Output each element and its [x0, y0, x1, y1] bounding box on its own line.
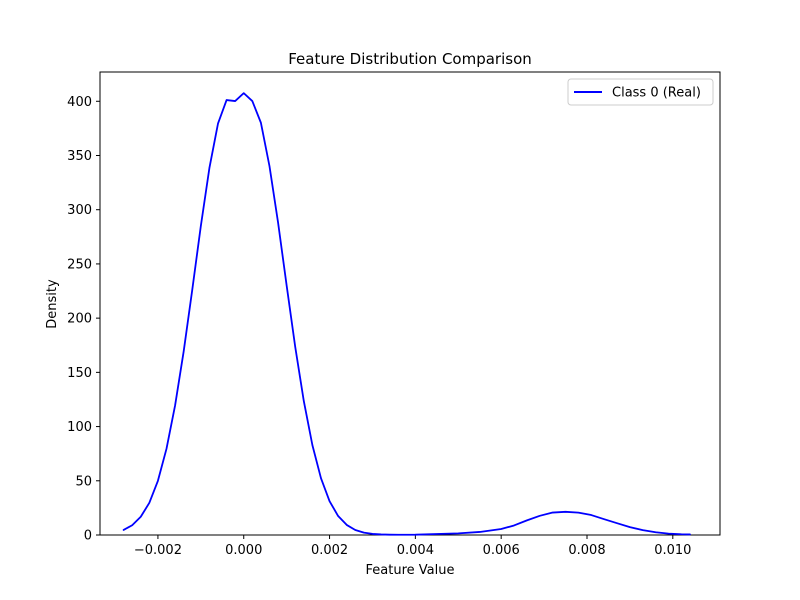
- x-tick-label: 0.006: [483, 543, 520, 558]
- x-tick-label: 0.004: [397, 543, 434, 558]
- series-layer: [122, 92, 691, 536]
- x-tick-label: −0.002: [134, 543, 182, 558]
- x-axis-label: Feature Value: [366, 563, 455, 578]
- y-tick-label: 400: [67, 95, 92, 110]
- y-tick-label: 300: [67, 203, 92, 218]
- y-tick-label: 150: [67, 366, 92, 381]
- series-line-class-0: [122, 92, 691, 536]
- legend-label-class-0: Class 0 (Real): [612, 86, 701, 101]
- x-tick-label: 0.008: [568, 543, 605, 558]
- legend-box: [567, 78, 714, 106]
- y-axis-label: Density: [45, 279, 60, 329]
- y-tick-label: 0: [84, 529, 92, 544]
- y-tick-label: 50: [75, 474, 92, 489]
- x-axis: −0.002 0.000 0.002 0.004 0.006 0.008 0.010: [134, 535, 691, 558]
- y-tick-label: 200: [67, 312, 92, 327]
- plot-frame: [99, 71, 721, 536]
- y-tick-label: 250: [67, 257, 92, 272]
- chart-title: Feature Distribution Comparison: [288, 50, 532, 68]
- y-tick-label: 350: [67, 149, 92, 164]
- y-tick-label: 100: [67, 420, 92, 435]
- plot-area: −0.002 0.000 0.002 0.004 0.006 0.008 0.010 0 50…: [67, 71, 721, 558]
- x-tick-label: 0.002: [311, 543, 348, 558]
- y-axis: 0 50 100 150 200 250 300 350 400: [67, 95, 100, 544]
- legend: Class 0 (Real): [567, 78, 714, 106]
- x-tick-label: 0.000: [225, 543, 262, 558]
- x-tick-label: 0.010: [654, 543, 691, 558]
